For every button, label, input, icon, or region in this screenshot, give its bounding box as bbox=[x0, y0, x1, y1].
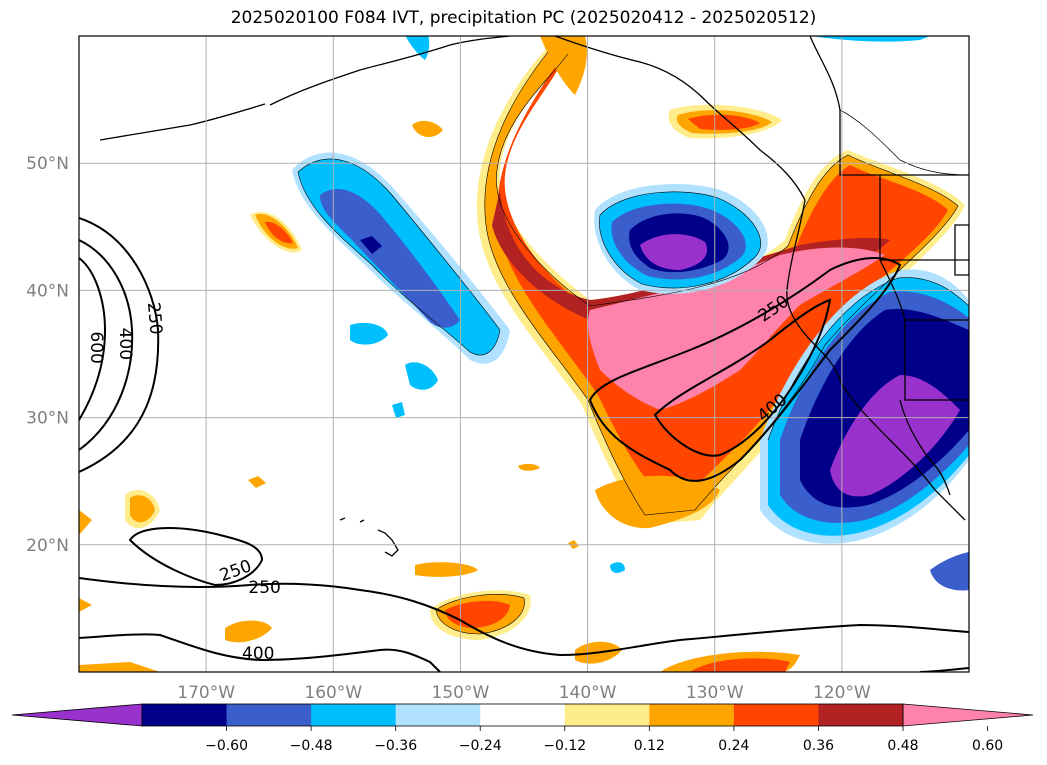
ivt-contours bbox=[79, 217, 969, 672]
colorbar-segment bbox=[311, 704, 397, 726]
colorbar-label: 0.48 bbox=[887, 738, 918, 754]
contour-label-group: 400 bbox=[242, 644, 274, 664]
colorbar-label: −0.48 bbox=[290, 738, 333, 754]
colorbar-segment bbox=[226, 704, 312, 726]
colorbar-frame bbox=[141, 703, 904, 727]
colorbar-label: 0.36 bbox=[803, 738, 834, 754]
lat-label: 50°N bbox=[26, 154, 69, 174]
shading-outlines bbox=[297, 51, 969, 635]
contour-label: 250 bbox=[143, 301, 166, 335]
colorbar-segment bbox=[395, 704, 481, 726]
lon-label: 150°W bbox=[432, 683, 490, 703]
colorbar: −0.60 −0.48 −0.36 −0.24 −0.12 0.12 0.24 0.36 0.4… bbox=[11, 703, 1034, 754]
ivt-contour-400-west bbox=[79, 239, 134, 451]
contour-label-group: 400 bbox=[115, 328, 135, 360]
lon-label: 160°W bbox=[304, 683, 362, 703]
colorbar-extend-low bbox=[11, 703, 143, 727]
contour-label: 400 bbox=[115, 328, 135, 360]
gridlines bbox=[79, 36, 969, 672]
colorbar-label: −0.60 bbox=[205, 738, 248, 754]
contour-label: 250 bbox=[248, 578, 280, 598]
ivt-contour-250-tropical bbox=[128, 527, 264, 587]
colorbar-label: 0.60 bbox=[972, 738, 1003, 754]
ivt-contour-250-south bbox=[79, 577, 969, 657]
lat-label: 30°N bbox=[26, 409, 69, 429]
lon-label: 120°W bbox=[813, 683, 871, 703]
lat-label: 40°N bbox=[26, 281, 69, 301]
colorbar-label: 0.12 bbox=[634, 738, 665, 754]
ivt-contour-250-ar bbox=[588, 257, 902, 482]
lon-label: 140°W bbox=[559, 683, 617, 703]
colorbar-segment bbox=[649, 704, 735, 726]
plot-frame bbox=[78, 35, 970, 673]
contour-label-group: 600 bbox=[86, 331, 106, 363]
lon-label: 170°W bbox=[177, 683, 235, 703]
colorbar-segment bbox=[564, 704, 650, 726]
lon-label: 130°W bbox=[686, 683, 744, 703]
colorbar-label: −0.24 bbox=[459, 738, 502, 754]
colorbar-label: 0.24 bbox=[718, 738, 749, 754]
colorbar-segment bbox=[142, 704, 228, 726]
negative-patches bbox=[292, 36, 969, 591]
longitude-labels: 170°W 160°W 150°W 140°W 130°W 120°W bbox=[177, 683, 871, 703]
figure-title: 2025020100 F084 IVT, precipitation PC (2… bbox=[230, 8, 817, 28]
colorbar-label: −0.36 bbox=[374, 738, 417, 754]
lat-label: 20°N bbox=[26, 536, 69, 556]
colorbar-extend-high bbox=[902, 703, 1034, 727]
colorbar-segment bbox=[480, 704, 566, 726]
colorbar-segment bbox=[818, 704, 904, 726]
ivt-contour-250-west bbox=[79, 217, 160, 473]
contour-label: 400 bbox=[242, 644, 274, 664]
colorbar-segment bbox=[733, 704, 819, 726]
ivt-contour-600-west bbox=[79, 257, 107, 421]
contour-label-group: 250 bbox=[248, 578, 280, 598]
colorbar-label: −0.12 bbox=[543, 738, 586, 754]
contour-label-group: 250 bbox=[143, 301, 166, 335]
contour-label: 600 bbox=[86, 331, 106, 363]
coastlines bbox=[99, 36, 969, 557]
borders bbox=[839, 109, 969, 176]
latitude-labels: 20°N 30°N 40°N 50°N bbox=[26, 154, 69, 556]
ivt-contour-400-ar bbox=[653, 298, 832, 457]
ivt-contour-400-south bbox=[79, 633, 441, 672]
